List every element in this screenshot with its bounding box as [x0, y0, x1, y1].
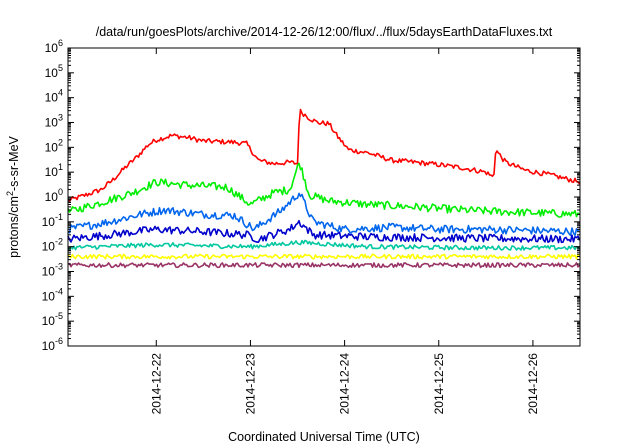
- y-tick-label: 106: [45, 38, 63, 55]
- x-tick-label: 2014-12-23: [243, 353, 257, 415]
- y-tick-label: 10-4: [42, 286, 63, 303]
- series-line-4: [67, 219, 581, 244]
- y-tick-label: 100: [45, 187, 63, 204]
- y-tick-label: 101: [45, 162, 63, 179]
- y-tick-label: 105: [45, 63, 63, 80]
- y-tick-label: 10-6: [42, 336, 63, 353]
- series-layer: [67, 108, 581, 269]
- series-line-7: [67, 262, 581, 269]
- series-line-3: [67, 192, 581, 237]
- y-axis-title: protons/cm2-s-sr-MeV: [5, 135, 21, 257]
- y-tick-label: 104: [45, 88, 63, 105]
- series-line-1: [67, 108, 581, 203]
- y-axis-title-main: protons/cm: [7, 196, 21, 258]
- y-tick-label: 10-1: [42, 212, 63, 229]
- x-tick-label: 2014-12-26: [526, 353, 540, 415]
- y-axis-title-units: -s-sr-MeV: [7, 135, 21, 191]
- chart-title: /data/run/goesPlots/archive/2014-12-26/1…: [96, 25, 553, 39]
- y-tick-label: 10-2: [42, 237, 63, 254]
- series-line-6: [67, 253, 580, 260]
- x-axis-title: Coordinated Universal Time (UTC): [228, 430, 420, 444]
- y-tick-label: 10-3: [42, 262, 63, 279]
- y-axis-title-exponent: 2: [5, 191, 15, 196]
- x-axis: 2014-12-22 2014-12-23 2014-12-24 2014-12-25…: [149, 48, 540, 414]
- series-line-5: [67, 239, 581, 251]
- x-tick-label: 2014-12-24: [338, 353, 352, 415]
- y-tick-label: 10-5: [42, 311, 63, 328]
- x-tick-label: 2014-12-22: [149, 353, 163, 415]
- x-tick-label: 2014-12-25: [432, 353, 446, 415]
- series-line-2: [67, 162, 581, 218]
- y-axis: 10-6 10-5 10-4 10-3 10-2 10-1 100 101 102 103 104 1…: [42, 38, 580, 353]
- y-tick-label: 102: [45, 137, 63, 154]
- y-tick-label: 103: [45, 113, 63, 130]
